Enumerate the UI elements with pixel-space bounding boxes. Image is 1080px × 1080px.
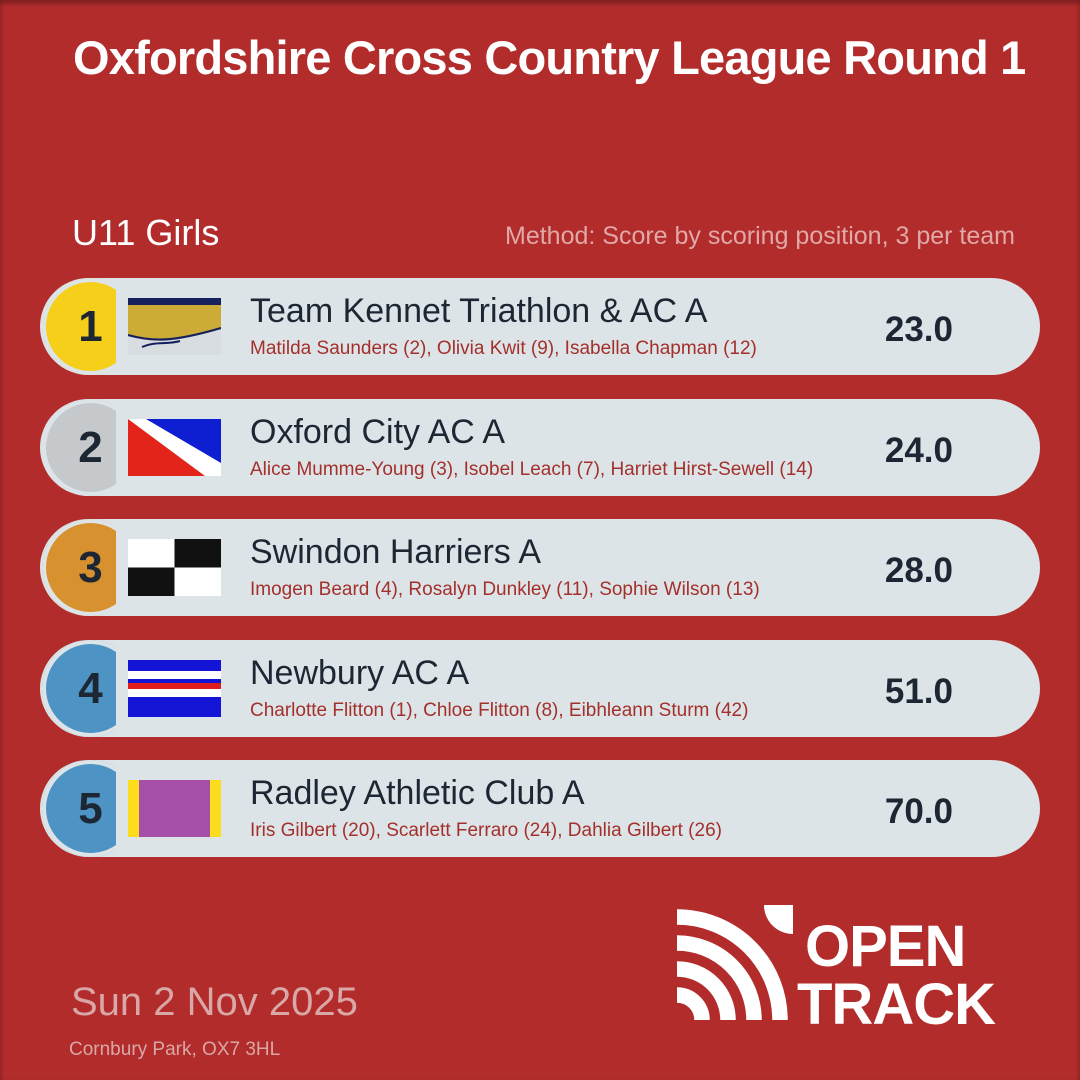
svg-text:TRACK: TRACK [797,972,996,1037]
svg-text:OPEN: OPEN [805,914,965,979]
